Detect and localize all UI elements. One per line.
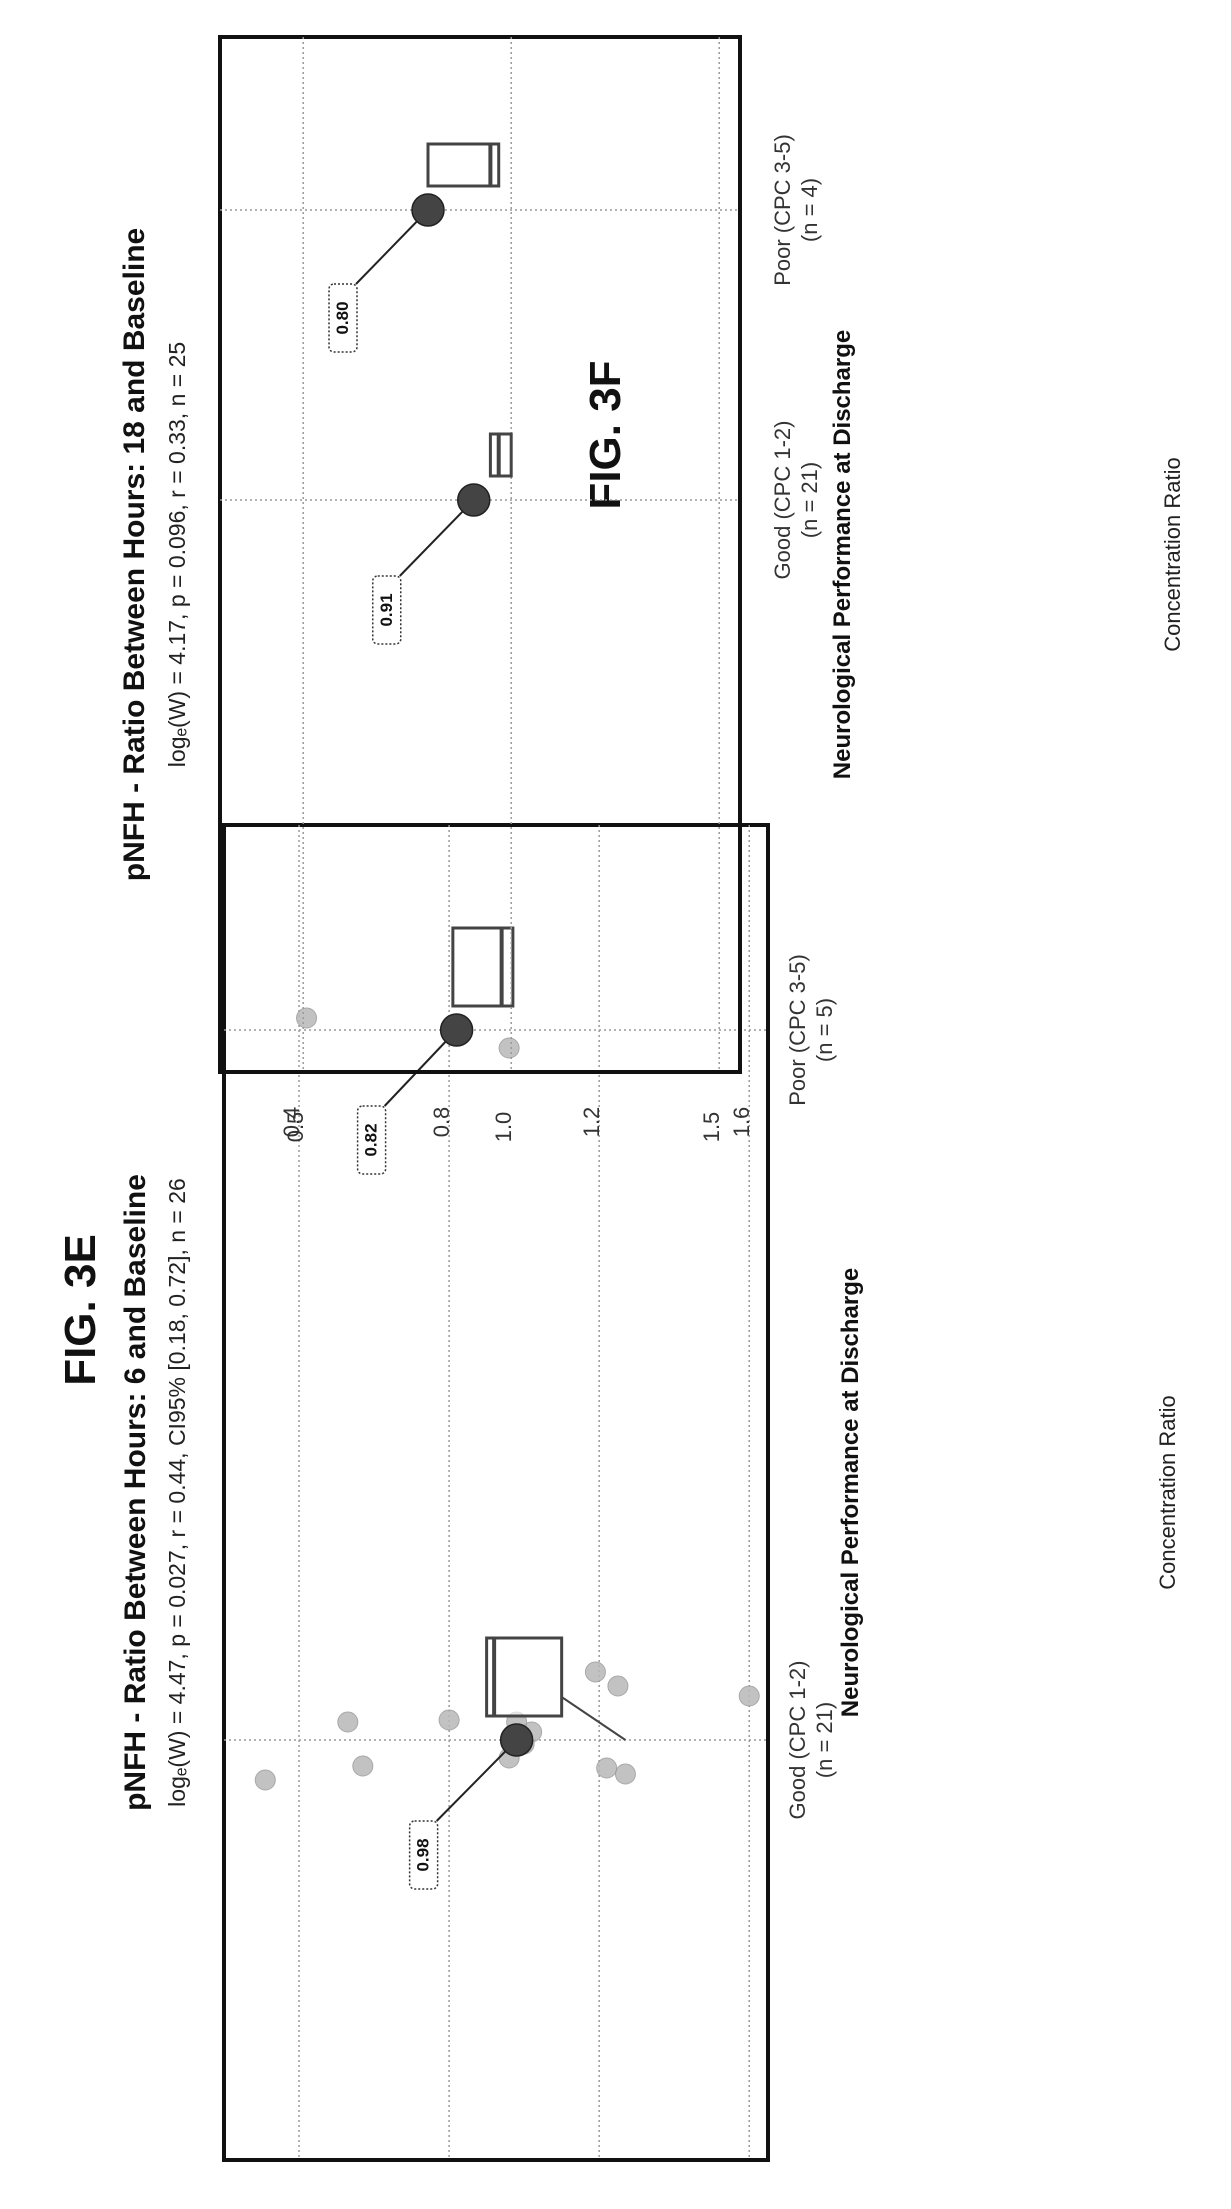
data-point — [438, 1709, 460, 1731]
y-tick-label: 0.5 — [283, 1112, 308, 1143]
data-label: 0.82 — [362, 1123, 381, 1156]
center-point — [457, 483, 491, 517]
x-category-label: Poor (CPC 3-5) — [770, 134, 795, 286]
data-point — [738, 1685, 760, 1707]
box-body — [485, 1636, 564, 1718]
center-point — [439, 1013, 474, 1047]
center-point — [499, 1723, 534, 1757]
figure-label-3f: FIG. 3F — [581, 360, 630, 509]
data-label-box — [372, 575, 402, 645]
chart-title: pNFH - Ratio Between Hours: 18 and Basel… — [118, 228, 151, 881]
label-leader — [399, 499, 475, 577]
x-category-label: Good (CPC 1-2) — [785, 1661, 810, 1820]
box-body — [488, 432, 513, 478]
data-point — [584, 1661, 606, 1683]
box-whisker — [561, 1696, 626, 1741]
chart-subtitle: logₑ(W) = 4.17, p = 0.096, r = 0.33, n =… — [164, 342, 190, 767]
data-label: 0.91 — [377, 593, 396, 626]
figure-label-3e: FIG. 3E — [56, 1234, 105, 1386]
x-category-label: Good (CPC 1-2) — [770, 421, 795, 580]
x-category-count: (n = 5) — [812, 998, 837, 1062]
x-category-label: Poor (CPC 3-5) — [785, 954, 810, 1106]
center-point — [411, 193, 445, 227]
y-tick-label: 1.6 — [729, 1107, 754, 1138]
data-label-box — [356, 1105, 387, 1175]
chart-subtitle: logₑ(W) = 4.47, p = 0.027, r = 0.44, CI9… — [164, 1178, 190, 1807]
data-point — [352, 1755, 374, 1777]
box-body — [451, 926, 515, 1008]
y-axis-title: Concentration Ratio — [1160, 457, 1185, 651]
data-label-box — [328, 283, 358, 353]
chart-3e: 0.4 0.8 1.2 1.6 pNFH - Ratio Between Hours: … — [119, 823, 1180, 2162]
x-axis-title: Neurological Performance at Discharge — [829, 330, 856, 779]
y-axis-title: Concentration Ratio — [1155, 1395, 1180, 1589]
data-point — [254, 1769, 276, 1791]
plot-frame — [222, 823, 770, 2162]
data-point — [296, 1007, 318, 1029]
x-category-count: (n = 21) — [797, 462, 822, 538]
label-leader — [383, 1029, 458, 1107]
chart-3f: 0.5 1.0 1.5 pNFH - Ratio Between Hours: 18 … — [118, 35, 1185, 1143]
y-tick-label: 1.2 — [579, 1107, 604, 1138]
data-label: 0.98 — [414, 1838, 433, 1871]
y-tick-label: 1.5 — [699, 1112, 724, 1143]
data-label-box — [408, 1820, 439, 1890]
data-point — [498, 1037, 520, 1059]
plot-frame — [218, 35, 742, 1074]
data-point — [337, 1711, 359, 1733]
label-leader — [355, 209, 429, 285]
data-point — [607, 1675, 629, 1697]
x-category-count: (n = 4) — [797, 178, 822, 242]
chart-title: pNFH - Ratio Between Hours: 6 and Baseli… — [119, 1174, 152, 1811]
data-point — [614, 1763, 636, 1785]
x-category-count: (n = 21) — [812, 1702, 837, 1778]
box-body — [426, 142, 501, 188]
y-tick-label: 0.8 — [429, 1107, 454, 1138]
y-tick-label: 1.0 — [491, 1112, 516, 1143]
data-point — [596, 1757, 618, 1779]
y-tick-label: 0.4 — [279, 1107, 304, 1138]
label-leader — [435, 1739, 518, 1822]
x-axis-title: Neurological Performance at Discharge — [837, 1268, 864, 1717]
data-label: 0.80 — [333, 301, 352, 334]
